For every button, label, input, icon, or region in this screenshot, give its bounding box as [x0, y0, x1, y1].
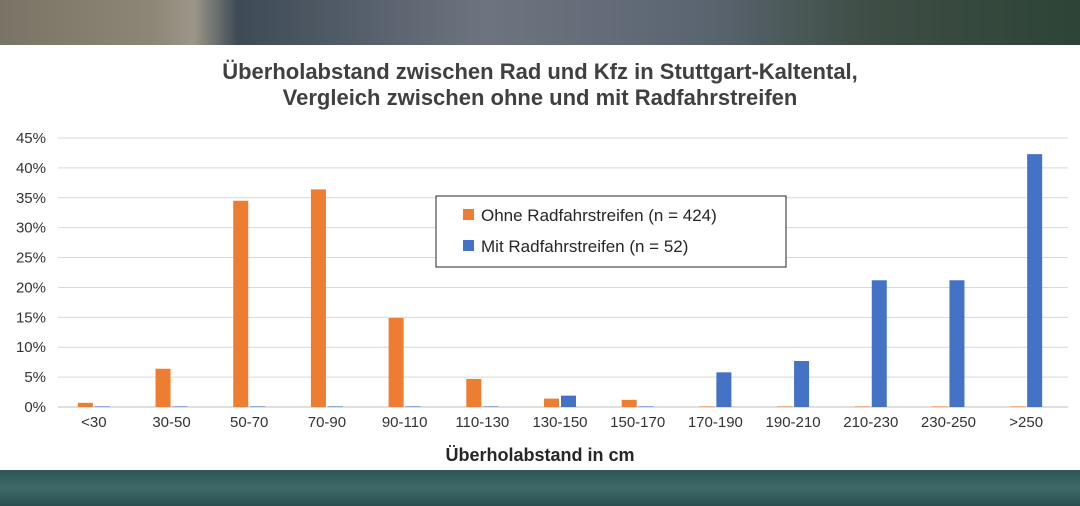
bar-mit-3 [327, 406, 343, 407]
bar-mit-12 [1027, 154, 1043, 407]
x-tick-label: 150-170 [610, 414, 665, 431]
bar-mit-8 [716, 372, 732, 407]
y-tick-label: 10% [16, 339, 46, 356]
x-axis-ticks: <30 30-50 50-70 70-90 90-110 110-130 130-150 15… [81, 414, 1043, 431]
bar-ohne-6 [544, 398, 559, 407]
x-tick-label: 50-70 [230, 414, 268, 431]
bar-mit-0 [94, 406, 110, 407]
bar-ohne-1 [155, 368, 171, 407]
y-axis-ticks: 0% 5% 10% 15% 20% 25% 30% 35% 40% 45% [16, 130, 46, 416]
background-photo-bottom [0, 470, 1080, 506]
legend-box [435, 195, 787, 268]
bar-ohne-4 [388, 317, 404, 407]
y-tick-label: 20% [16, 279, 46, 296]
legend-swatch-mit [463, 240, 474, 251]
x-tick-label: 230-250 [921, 414, 976, 431]
y-tick-label: 40% [16, 160, 46, 177]
legend: Ohne Radfahrstreifen (n = 424) Mit Radfa… [435, 195, 787, 268]
bar-mit-1 [172, 406, 188, 407]
y-tick-label: 45% [16, 130, 46, 147]
bar-ohne-11 [932, 406, 948, 407]
x-tick-label: <30 [81, 414, 106, 431]
y-tick-label: 25% [16, 250, 46, 267]
y-tick-label: 15% [16, 309, 46, 326]
gridlines [58, 137, 1068, 408]
bar-mit-2 [250, 406, 266, 407]
x-tick-label: 110-130 [455, 414, 509, 431]
bar-ohne-0 [77, 402, 93, 407]
bar-ohne-12 [1010, 406, 1026, 407]
bar-mit-9 [794, 360, 810, 407]
x-tick-label: 190-210 [766, 414, 821, 431]
bar-mit-4 [405, 406, 421, 407]
bar-ohne-8 [699, 406, 715, 407]
y-tick-label: 5% [24, 369, 46, 386]
x-tick-label: 210-230 [843, 414, 898, 431]
bar-mit-10 [871, 280, 887, 407]
x-tick-label: 90-110 [382, 414, 428, 431]
bars [77, 154, 1043, 407]
legend-label-ohne: Ohne Radfahrstreifen (n = 424) [481, 206, 717, 225]
chart-title-line1: Überholabstand zwischen Rad und Kfz in S… [222, 59, 858, 84]
bar-mit-6 [561, 395, 576, 407]
y-tick-label: 30% [16, 220, 46, 237]
bar-ohne-9 [777, 406, 793, 407]
y-tick-label: 0% [24, 399, 46, 416]
chart: Überholabstand zwischen Rad und Kfz in S… [16, 59, 1068, 465]
x-tick-label: 130-150 [532, 414, 587, 431]
bar-mit-7 [638, 406, 654, 407]
chart-panel: Überholabstand zwischen Rad und Kfz in S… [0, 45, 1080, 470]
x-tick-label: 70-90 [308, 414, 346, 431]
x-tick-label: 30-50 [152, 414, 190, 431]
bar-ohne-3 [310, 189, 326, 407]
bar-mit-11 [949, 280, 965, 407]
bar-ohne-5 [466, 378, 482, 407]
background-photo-top [0, 0, 1080, 45]
bar-ohne-10 [854, 406, 870, 407]
bar-ohne-7 [621, 399, 637, 407]
y-tick-label: 35% [16, 190, 46, 207]
chart-title-line2: Vergleich zwischen ohne und mit Radfahrs… [283, 85, 798, 110]
x-tick-label: >250 [1009, 414, 1043, 431]
legend-label-mit: Mit Radfahrstreifen (n = 52) [481, 237, 688, 256]
x-tick-label: 170-190 [688, 414, 743, 431]
bar-ohne-2 [233, 200, 249, 407]
x-axis-label: Überholabstand in cm [445, 445, 634, 465]
bar-mit-5 [483, 406, 499, 407]
legend-swatch-ohne [463, 209, 474, 220]
